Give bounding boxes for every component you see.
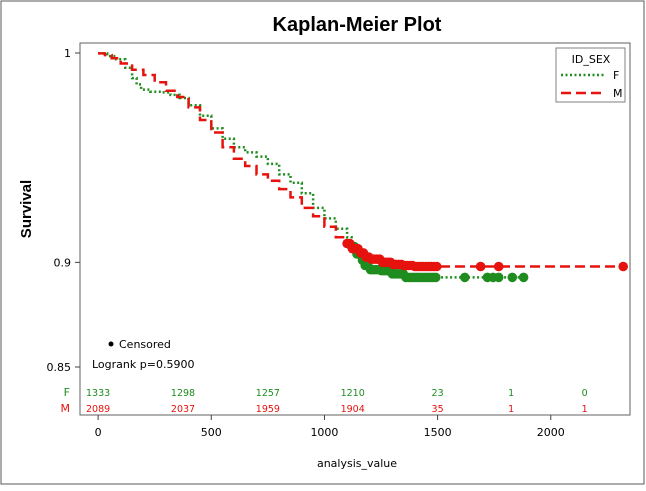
risk-count: 1333 xyxy=(86,388,110,399)
censor-mark-f xyxy=(518,272,529,283)
censor-layer xyxy=(342,238,628,283)
risk-row-label: M xyxy=(61,402,71,415)
censor-mark-m xyxy=(493,261,504,272)
risk-count: 1210 xyxy=(341,388,365,399)
censor-mark-m xyxy=(618,261,628,272)
risk-count: 0 xyxy=(582,388,588,399)
censor-mark-m xyxy=(431,261,442,272)
ticks-layer: 0.85 0.9 1 0 500 1000 1500 2000 xyxy=(47,47,565,439)
chart-title: Kaplan-Meier Plot xyxy=(273,14,442,36)
censor-mark-f xyxy=(431,272,441,283)
censor-mark-f xyxy=(460,272,470,283)
risk-count: 1 xyxy=(508,404,514,415)
risk-count: 1959 xyxy=(256,404,280,415)
censor-mark-m xyxy=(475,261,486,272)
risk-count: 35 xyxy=(432,404,444,415)
y-tick-label: 1 xyxy=(64,47,71,60)
risk-count: 2037 xyxy=(171,404,195,415)
legend-label-f: F xyxy=(613,69,619,82)
logrank-text: Logrank p=0.5900 xyxy=(92,358,194,371)
risk-count: 1257 xyxy=(256,388,280,399)
x-tick-label: 0 xyxy=(95,426,102,439)
y-tick-label: 0.85 xyxy=(47,361,72,374)
risk-count: 1298 xyxy=(171,388,195,399)
risk-row-label: F xyxy=(64,386,70,399)
censor-mark-f xyxy=(493,272,504,283)
risk-count: 1904 xyxy=(341,404,365,415)
x-tick-label: 500 xyxy=(201,426,222,439)
censor-mark-f xyxy=(507,272,518,283)
legend: ID_SEX F M xyxy=(555,47,626,103)
legend-label-m: M xyxy=(613,87,623,100)
risk-count: 23 xyxy=(432,388,444,399)
risk-count: 2089 xyxy=(86,404,110,415)
risk-count: 1 xyxy=(508,388,514,399)
x-tick-label: 1500 xyxy=(424,426,452,439)
x-tick-label: 1000 xyxy=(310,426,338,439)
censored-label: Censored xyxy=(119,338,171,351)
risk-table: F 1333 1298 1257 1210 23 1 0 M 2089 2037 1959 1904 35… xyxy=(61,386,588,415)
y-tick-label: 0.9 xyxy=(54,256,72,269)
legend-title: ID_SEX xyxy=(572,53,611,66)
x-tick-label: 2000 xyxy=(537,426,565,439)
censored-marker-icon xyxy=(108,341,114,347)
y-axis-label: Survival xyxy=(18,180,35,238)
risk-count: 1 xyxy=(582,404,588,415)
x-axis-label: analysis_value xyxy=(317,457,397,470)
plot-frame xyxy=(79,42,631,416)
